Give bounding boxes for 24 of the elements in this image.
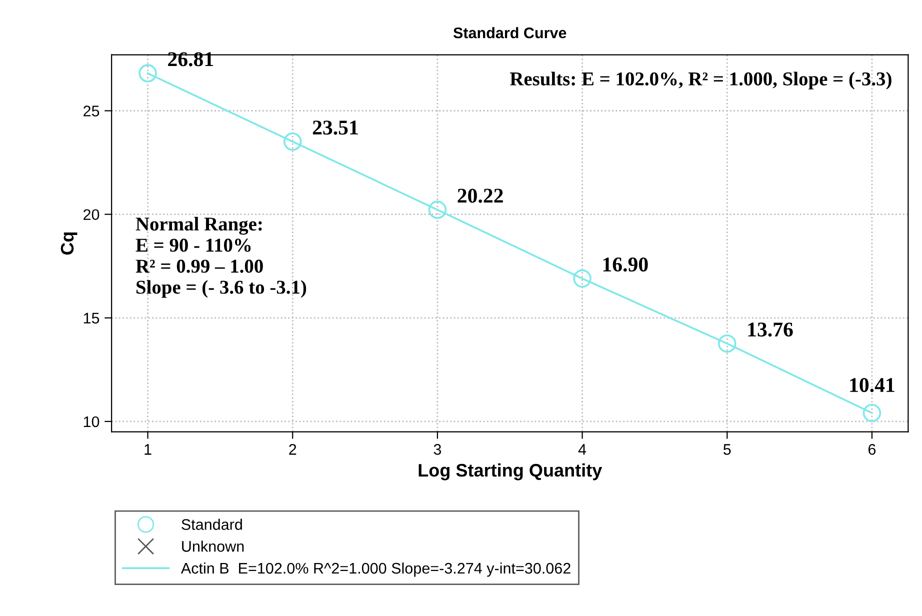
x-tick-label: 6 — [868, 444, 876, 455]
y-tick-label: 20 — [84, 209, 100, 220]
annotation: Normal Range: E = 90 - 110% R² = 0.99 – 1.00 Slope = (- 3.6 to -3.1) — [136, 216, 306, 298]
legend-label: Unknown — [182, 540, 244, 552]
x-axis-title: Log Starting Quantity — [418, 463, 602, 480]
y-tick-label: 10 — [84, 416, 100, 428]
y-axis-title: Cq — [60, 232, 78, 255]
x-tick-label: 4 — [578, 444, 586, 455]
data-label: 23.51 — [312, 120, 358, 135]
data-label: 13.76 — [748, 322, 793, 337]
x-tick-label: 1 — [144, 444, 152, 455]
x-tick-label: 2 — [289, 444, 296, 455]
legend-label: Actin B E=102.0% R^2=1.000 Slope=-3.274 y-int=30.062 — [180, 562, 570, 577]
chart-title: Standard Curve — [453, 27, 566, 38]
legend-label: Standard — [182, 518, 242, 530]
annotation: Results: E = 102.0%, R² = 1.000, Slope = (-3.3) — [510, 72, 892, 90]
data-label: 16.90 — [603, 257, 648, 272]
data-label: 26.81 — [168, 52, 214, 66]
y-tick-label: 25 — [84, 106, 100, 116]
x-tick-label: 5 — [723, 444, 731, 455]
y-tick-label: 15 — [84, 312, 100, 324]
data-label: 20.22 — [458, 188, 503, 203]
x-tick-label: 3 — [434, 444, 442, 455]
data-label: 10.41 — [850, 378, 894, 392]
